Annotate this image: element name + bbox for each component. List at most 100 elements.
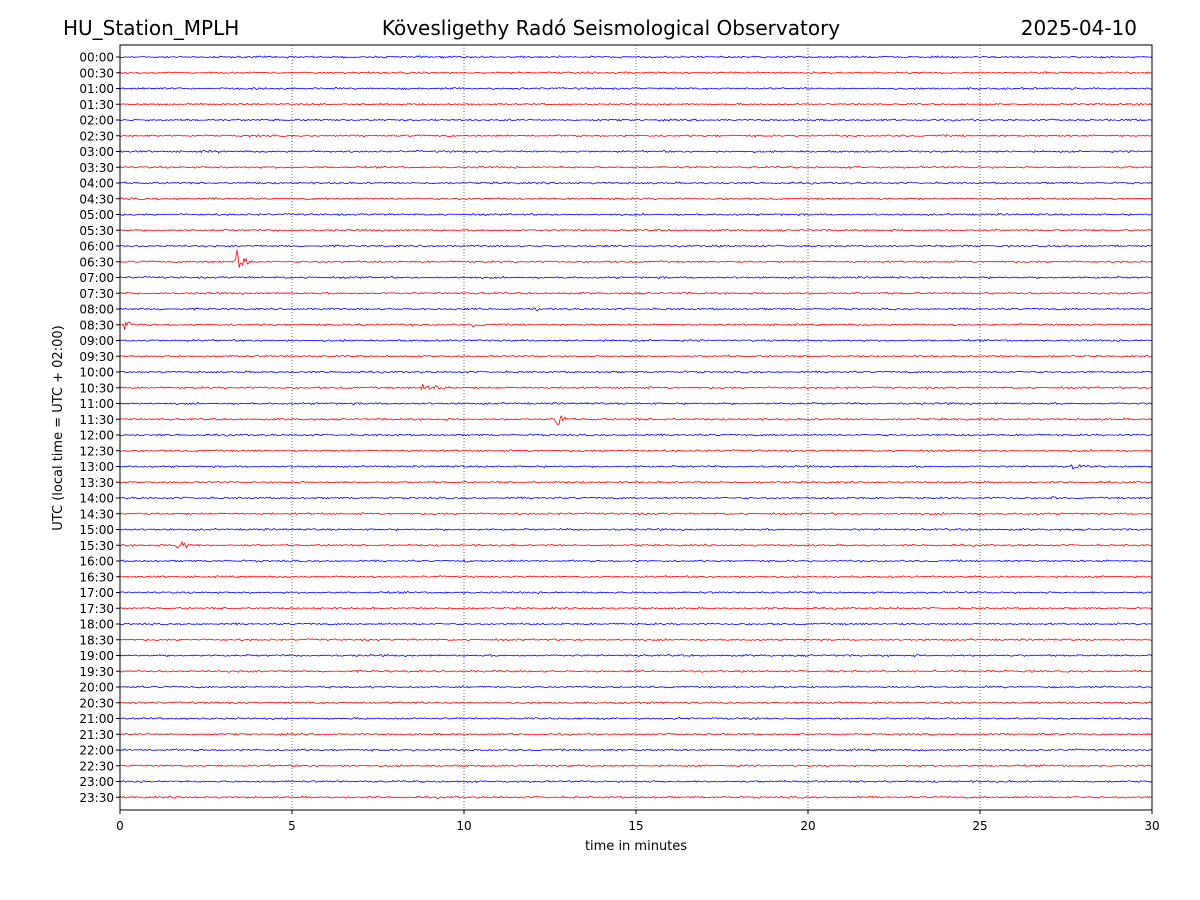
trace-0930 (119, 354, 1153, 358)
trace-1630 (119, 575, 1153, 579)
x-tick-label: 10 (456, 819, 471, 833)
trace-2100 (119, 717, 1153, 721)
trace-2330 (119, 795, 1153, 799)
y-tick-label: 22:30 (79, 759, 114, 773)
y-tick-label: 11:30 (79, 413, 114, 427)
trace-1900 (119, 653, 1153, 658)
y-tick-label: 08:00 (79, 303, 114, 317)
y-tick-label: 21:00 (79, 712, 114, 726)
trace-0600 (119, 244, 1153, 248)
trace-0700 (119, 275, 1153, 280)
y-tick-label: 14:30 (79, 507, 114, 521)
trace-1730 (119, 606, 1153, 610)
trace-2230 (119, 764, 1153, 768)
seismic-traces (119, 55, 1153, 799)
x-tick-label: 0 (116, 819, 124, 833)
trace-0530 (119, 228, 1153, 232)
trace-0400 (119, 181, 1153, 185)
trace-0030 (119, 71, 1153, 75)
y-tick-label: 15:30 (79, 539, 114, 553)
y-tick-label: 23:00 (79, 775, 114, 789)
x-tick-label: 30 (1144, 819, 1159, 833)
y-tick-label: 12:30 (79, 444, 114, 458)
station-name: HU_Station_MPLH (63, 16, 239, 40)
y-tick-label: 14:00 (79, 492, 114, 506)
y-tick-label: 03:00 (79, 145, 114, 159)
trace-1530 (119, 541, 1153, 549)
trace-1030 (119, 383, 1153, 391)
y-tick-label: 02:00 (79, 114, 114, 128)
trace-0800 (119, 307, 1153, 312)
trace-0500 (119, 212, 1153, 217)
y-tick-label: 01:30 (79, 98, 114, 112)
y-tick-label: 19:00 (79, 649, 114, 663)
trace-1830 (119, 638, 1153, 642)
plot-frame (119, 44, 1153, 811)
trace-1000 (119, 370, 1153, 374)
y-tick-label: 04:30 (79, 192, 114, 206)
trace-1330 (119, 480, 1153, 484)
y-tick-label: 09:00 (79, 334, 114, 348)
trace-2200 (119, 748, 1153, 752)
trace-2130 (119, 732, 1153, 736)
trace-1200 (119, 433, 1153, 437)
y-tick-label: 20:30 (79, 696, 114, 710)
y-tick-label: 16:00 (79, 555, 114, 569)
y-tick-label: 08:30 (79, 318, 114, 332)
trace-1300 (119, 464, 1153, 470)
y-axis-label: UTC (local time = UTC + 02:00) (51, 325, 66, 530)
y-tick-label: 17:00 (79, 586, 114, 600)
y-tick-label: 05:00 (79, 208, 114, 222)
y-tick-label: 10:30 (79, 381, 114, 395)
chart-date: 2025-04-10 (1021, 16, 1137, 40)
y-tick-label: 12:00 (79, 429, 114, 443)
y-tick-label: 23:30 (79, 791, 114, 805)
trace-0630 (119, 249, 1153, 268)
y-tick-label: 09:30 (79, 350, 114, 364)
trace-1600 (119, 559, 1153, 563)
trace-1130 (119, 415, 1153, 426)
trace-1800 (119, 622, 1153, 626)
trace-0100 (119, 86, 1153, 91)
y-tick-label: 11:00 (79, 397, 114, 411)
y-tick-label: 20:00 (79, 681, 114, 695)
trace-0900 (119, 338, 1153, 343)
x-tick-label: 5 (288, 819, 296, 833)
y-tick-label: 04:00 (79, 177, 114, 191)
y-tick-label: 01:00 (79, 82, 114, 96)
y-tick-label: 19:30 (79, 665, 114, 679)
y-tick-label: 10:00 (79, 366, 114, 380)
trace-0330 (119, 165, 1153, 169)
y-tick-label: 16:30 (79, 570, 114, 584)
trace-0230 (119, 134, 1153, 138)
y-tick-label: 17:30 (79, 602, 114, 616)
x-tick-label: 20 (800, 819, 815, 833)
trace-1500 (119, 527, 1153, 532)
y-tick-label: 13:30 (79, 476, 114, 490)
trace-2300 (119, 779, 1153, 784)
y-tick-label: 07:30 (79, 287, 114, 301)
y-tick-label: 18:00 (79, 618, 114, 632)
y-tick-label: 06:30 (79, 255, 114, 269)
trace-0200 (119, 118, 1153, 122)
trace-0130 (119, 102, 1153, 106)
y-tick-label: 13:00 (79, 460, 114, 474)
y-tick-label: 03:30 (79, 161, 114, 175)
grid-lines (291, 45, 981, 810)
y-tick-label: 21:30 (79, 728, 114, 742)
trace-1100 (119, 401, 1153, 406)
y-tick-label: 05:30 (79, 224, 114, 238)
trace-1230 (119, 449, 1153, 453)
y-tick-label: 22:00 (79, 744, 114, 758)
trace-0430 (119, 197, 1153, 201)
y-tick-label: 00:00 (79, 51, 114, 65)
y-tick-label: 06:00 (79, 240, 114, 254)
trace-1430 (119, 512, 1153, 516)
trace-2000 (119, 685, 1153, 689)
y-tick-label: 02:30 (79, 129, 114, 143)
trace-1700 (119, 590, 1153, 595)
y-tick-label: 15:00 (79, 523, 114, 537)
y-tick-label: 07:00 (79, 271, 114, 285)
